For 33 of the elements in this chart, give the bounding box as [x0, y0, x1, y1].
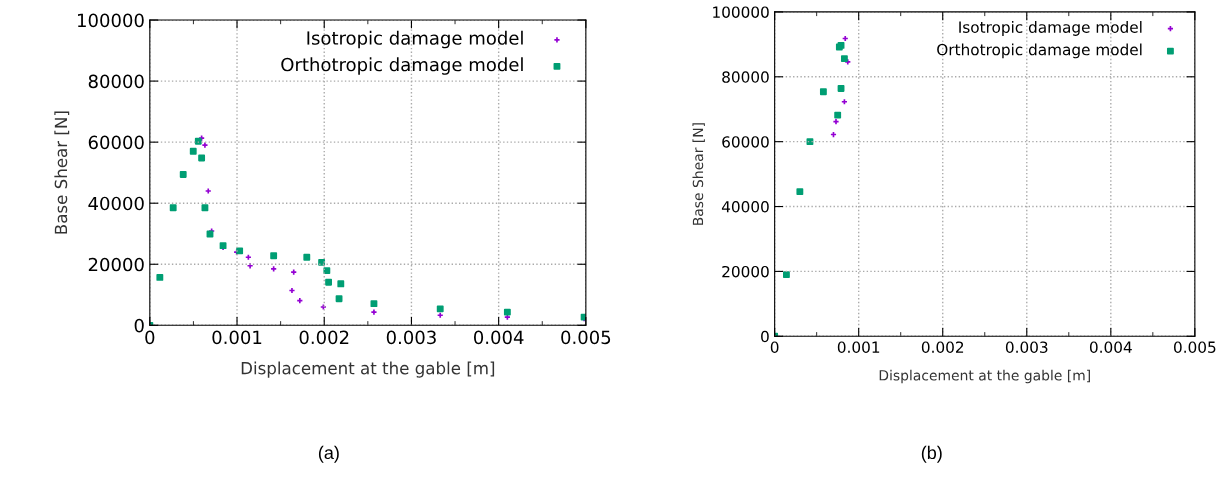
y-axis-title: Base Shear [N]: [54, 111, 70, 234]
x-tick-label: 0: [770, 341, 779, 353]
x-tick-label: 0.001: [212, 330, 262, 345]
x-tick-label: 0.005: [1174, 341, 1216, 353]
x-tick-label: 0: [145, 330, 155, 345]
legend-label: Isotropic damage model: [959, 21, 1142, 36]
legend-label: Isotropic damage model: [307, 30, 523, 49]
x-tick-label: 0.004: [1089, 341, 1132, 353]
y-tick-label: 40000: [721, 201, 769, 213]
y-tick-label: 80000: [722, 71, 769, 83]
x-tick-label: 0.002: [299, 330, 349, 345]
legend-label: Orthotropic damage model: [281, 57, 523, 75]
x-axis-title: Displacement at the gable [m]: [879, 369, 1090, 384]
y-tick-label: 60000: [88, 135, 144, 150]
y-tick-label: 80000: [88, 74, 144, 89]
x-tick-label: 0.002: [921, 341, 964, 353]
x-axis-title: Displacement at the gable [m]: [241, 361, 495, 378]
legend-label: Orthotropic damage model: [937, 43, 1142, 59]
x-tick-label: 0.004: [473, 330, 524, 345]
x-tick-label: 0.003: [1005, 341, 1048, 353]
x-tick-label: 0.001: [837, 341, 880, 353]
y-tick-label: 20000: [722, 265, 769, 278]
y-tick-label: 0: [134, 318, 144, 333]
y-tick-label: 20000: [88, 257, 144, 272]
y-tick-label: 100000: [78, 13, 144, 28]
y-axis-title: Base Shear [N]: [692, 123, 705, 225]
y-tick-label: 100000: [713, 6, 769, 18]
y-tick-label: 40000: [88, 196, 144, 211]
x-tick-label: 0.005: [561, 330, 611, 345]
text: (b): [921, 445, 942, 463]
text: (a): [318, 445, 339, 463]
y-tick-label: 60000: [722, 136, 769, 148]
x-tick-label: 0.003: [386, 330, 436, 345]
